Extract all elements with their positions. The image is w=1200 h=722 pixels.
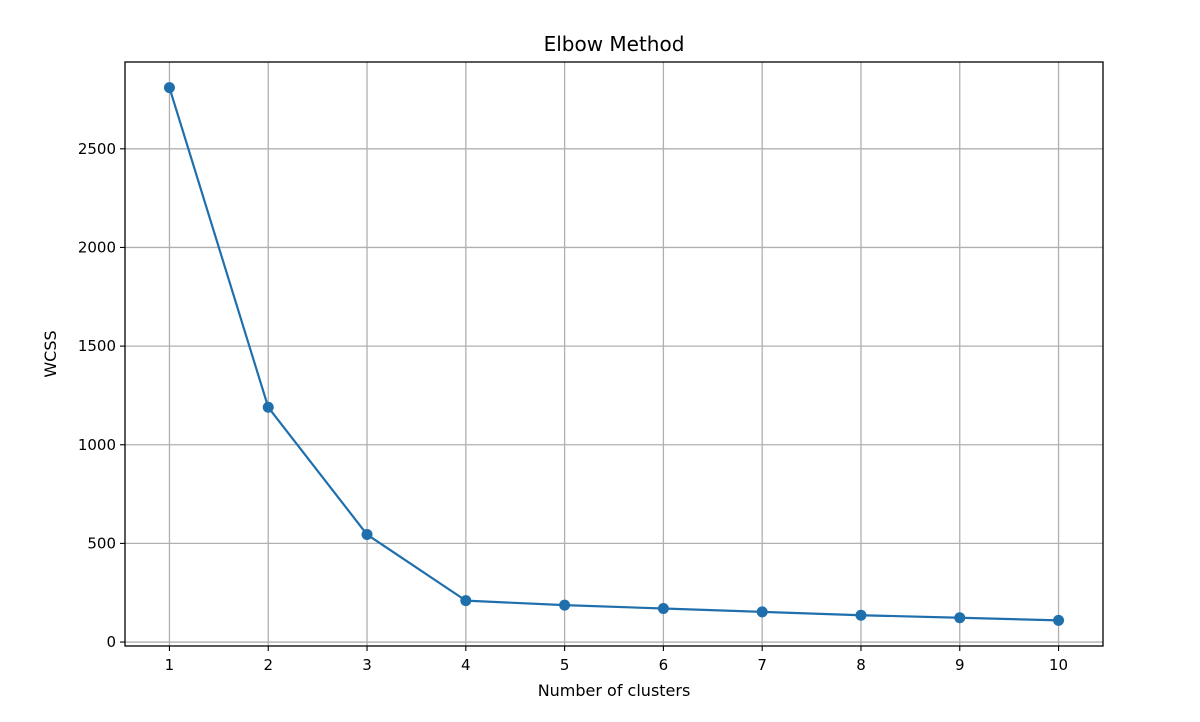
x-tick-label: 2	[263, 656, 273, 674]
y-tick-label: 0	[106, 633, 116, 651]
data-point	[361, 529, 373, 541]
x-tick-label: 4	[461, 656, 471, 674]
y-axis-label: WCSS	[41, 330, 60, 377]
series-line	[168, 87, 1059, 622]
data-point	[756, 606, 768, 618]
x-tick-label: 6	[659, 656, 669, 674]
y-tick-label: 2500	[78, 140, 116, 158]
chart-title: Elbow Method	[544, 32, 685, 56]
x-tick-label: 1	[165, 656, 175, 674]
x-tick-label: 9	[955, 656, 965, 674]
grid	[125, 62, 1103, 646]
y-tick-label: 500	[87, 534, 116, 552]
data-point	[262, 401, 274, 413]
x-tick-label: 5	[560, 656, 570, 674]
data-point	[163, 82, 175, 94]
series-layer	[163, 82, 1065, 626]
x-tick-label: 7	[757, 656, 767, 674]
data-point	[1053, 614, 1065, 626]
x-tick-label: 10	[1049, 656, 1068, 674]
ticks: 1 2 3 4 5 6 7 8 9 10 0 500 1000 1500 2000 2500	[78, 140, 1068, 674]
plot-frame	[124, 61, 1104, 647]
x-axis-label: Number of clusters	[538, 681, 691, 700]
x-tick-label: 8	[856, 656, 866, 674]
data-point	[460, 595, 472, 607]
data-point	[657, 603, 669, 615]
data-point	[855, 609, 867, 621]
x-tick-label: 3	[362, 656, 372, 674]
y-tick-label: 1500	[78, 337, 116, 355]
y-tick-label: 1000	[78, 436, 116, 454]
y-tick-label: 2000	[78, 238, 116, 256]
data-point	[559, 599, 571, 611]
data-point	[954, 612, 966, 624]
